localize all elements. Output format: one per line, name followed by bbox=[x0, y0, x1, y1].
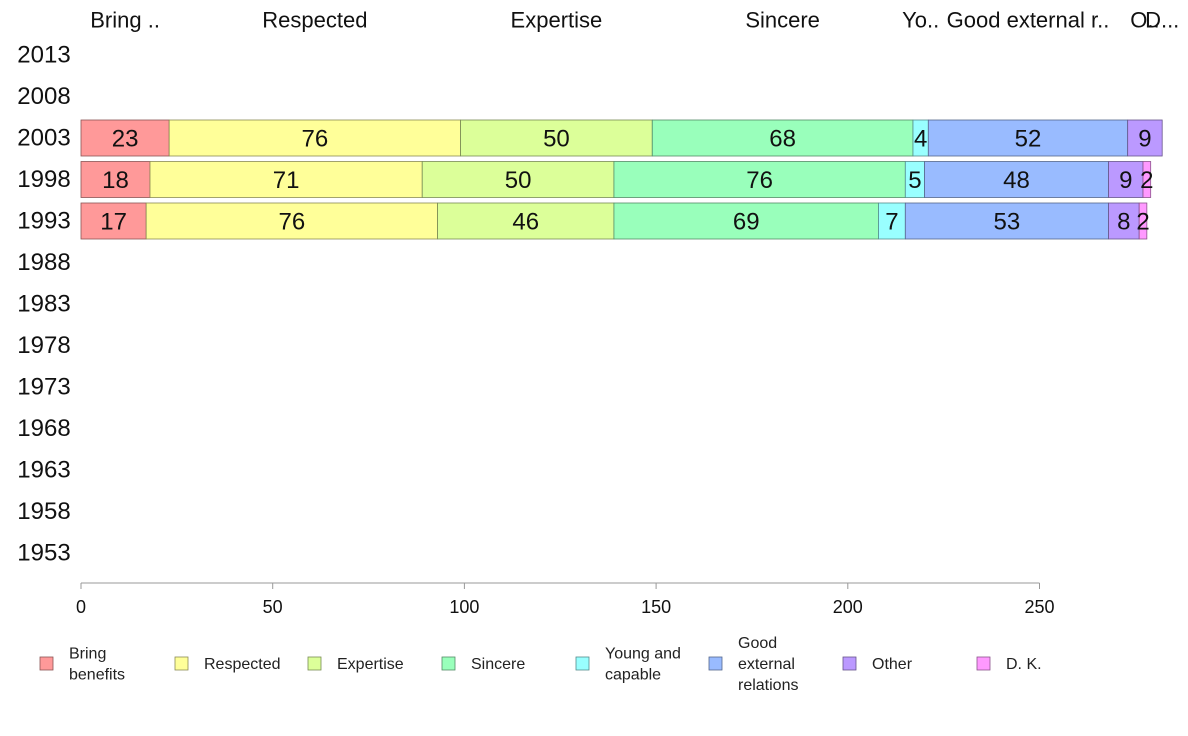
bar-segment-2003-3 bbox=[651, 119, 914, 157]
legend-label-5: Good external relations bbox=[738, 635, 798, 694]
category-label-1: Respected bbox=[262, 8, 367, 33]
x-tick-label-150: 150 bbox=[641, 597, 671, 617]
x-tick-label-50: 50 bbox=[263, 597, 283, 617]
legend-label-1: Respected bbox=[204, 656, 281, 673]
bar-segment-1993-1 bbox=[145, 202, 438, 240]
bar-segment-2003-0 bbox=[80, 119, 170, 157]
data-label-1998-6: 9 bbox=[1119, 167, 1132, 194]
category-label-2: Expertise bbox=[511, 8, 603, 33]
year-label-1968: 1968 bbox=[17, 415, 70, 442]
x-tick-label-250: 250 bbox=[1024, 597, 1054, 617]
legend-swatch-5 bbox=[708, 656, 723, 671]
legend: Bring benefits Respected Expertise Sincere Yo… bbox=[39, 635, 1042, 694]
legend-label-7: D. K. bbox=[1006, 656, 1042, 673]
bar-segment-2003-2 bbox=[460, 119, 653, 157]
year-label-2013: 2013 bbox=[17, 42, 70, 69]
data-label-2003-5: 52 bbox=[1015, 126, 1042, 153]
bar-segment-1998-2 bbox=[421, 161, 615, 198]
legend-label-3: Sincere bbox=[471, 656, 525, 673]
data-label-1993-7: 2 bbox=[1136, 209, 1149, 236]
bar-segment-1998-1 bbox=[149, 161, 423, 198]
legend-swatch-6 bbox=[842, 656, 857, 671]
bar-segment-1998-5 bbox=[924, 161, 1109, 198]
year-label-1973: 1973 bbox=[17, 374, 70, 401]
data-label-1993-2: 46 bbox=[512, 209, 539, 236]
x-tick-label-100: 100 bbox=[449, 597, 479, 617]
category-label-7: D... bbox=[1145, 8, 1179, 33]
data-label-2003-6: 9 bbox=[1138, 126, 1151, 153]
data-label-1998-4: 5 bbox=[908, 167, 921, 194]
year-label-1958: 1958 bbox=[17, 498, 70, 525]
bar-segment-1993-5 bbox=[904, 202, 1109, 240]
bar-segment-1993-2 bbox=[437, 202, 615, 240]
bar-segment-2003-6 bbox=[1127, 119, 1163, 157]
x-tick-label-200: 200 bbox=[833, 597, 863, 617]
data-label-1993-1: 76 bbox=[279, 209, 306, 236]
legend-swatch-7 bbox=[976, 656, 991, 671]
category-label-4: Yo.. bbox=[902, 8, 939, 33]
legend-label-2: Expertise bbox=[337, 656, 404, 673]
legend-swatch-1 bbox=[174, 656, 189, 671]
category-label-3: Sincere bbox=[745, 8, 820, 33]
legend-label-4: Young and capable bbox=[605, 645, 681, 683]
bar-segment-2003-1 bbox=[168, 119, 461, 157]
data-label-1993-5: 53 bbox=[994, 209, 1021, 236]
legend-swatch-2 bbox=[307, 656, 322, 671]
data-label-1998-0: 18 bbox=[102, 167, 129, 194]
year-label-1978: 1978 bbox=[17, 332, 70, 359]
bar-segment-2003-5 bbox=[927, 119, 1129, 157]
data-label-1993-4: 7 bbox=[885, 209, 898, 236]
legend-swatch-4 bbox=[575, 656, 590, 671]
data-label-2003-0: 23 bbox=[112, 126, 139, 153]
legend-swatch-0 bbox=[39, 656, 54, 671]
x-axis: 0 50 100 150 200 250 bbox=[76, 582, 1055, 617]
bar-segment-1993-7 bbox=[1138, 202, 1148, 240]
year-labels: 2013 2008 2003 1998 1993 1988 1983 1978 1973 1968… bbox=[17, 42, 70, 567]
bar-segment-1993-6 bbox=[1108, 202, 1140, 240]
year-label-1988: 1988 bbox=[17, 249, 70, 276]
x-tick-label-0: 0 bbox=[76, 597, 86, 617]
bar-segment-1993-3 bbox=[613, 202, 879, 240]
year-label-1983: 1983 bbox=[17, 291, 70, 318]
legend-label-6: Other bbox=[872, 656, 913, 673]
data-label-1993-6: 8 bbox=[1117, 209, 1130, 236]
year-label-1953: 1953 bbox=[17, 540, 70, 567]
bar-segment-1998-3 bbox=[613, 161, 906, 198]
category-label-5: Good external r.. bbox=[947, 8, 1110, 33]
legend-label-0: Bring benefits bbox=[69, 645, 125, 683]
year-label-2003: 2003 bbox=[17, 125, 70, 152]
category-header-labels: Bring .. Respected Expertise Sincere Yo.. Goo… bbox=[90, 8, 1179, 33]
data-label-1998-5: 48 bbox=[1003, 167, 1030, 194]
legend-swatch-3 bbox=[441, 656, 456, 671]
bar-segment-1998-7 bbox=[1142, 161, 1152, 198]
data-label-2003-3: 68 bbox=[769, 126, 796, 153]
bar-segment-1993-0 bbox=[80, 202, 147, 240]
data-label-1993-0: 17 bbox=[100, 209, 127, 236]
bars: 23 76 50 68 4 52 918 71 50 76 5 48 9 217 76 46 69 7 53 8 2 bbox=[80, 119, 1163, 240]
year-label-1998: 1998 bbox=[17, 166, 70, 193]
year-label-1993: 1993 bbox=[17, 208, 70, 235]
data-label-2003-1: 76 bbox=[302, 126, 329, 153]
data-label-1998-2: 50 bbox=[505, 167, 532, 194]
data-label-2003-2: 50 bbox=[543, 126, 570, 153]
category-label-6: O.. bbox=[1130, 8, 1159, 33]
data-label-1993-3: 69 bbox=[733, 209, 760, 236]
data-label-1998-1: 71 bbox=[273, 167, 300, 194]
data-label-1998-3: 76 bbox=[746, 167, 773, 194]
year-label-2008: 2008 bbox=[17, 83, 70, 110]
year-label-1963: 1963 bbox=[17, 457, 70, 484]
data-label-1998-7: 2 bbox=[1140, 167, 1153, 194]
bar-segment-1998-0 bbox=[80, 161, 151, 198]
data-label-2003-4: 4 bbox=[914, 126, 927, 153]
category-label-0: Bring .. bbox=[90, 8, 160, 33]
